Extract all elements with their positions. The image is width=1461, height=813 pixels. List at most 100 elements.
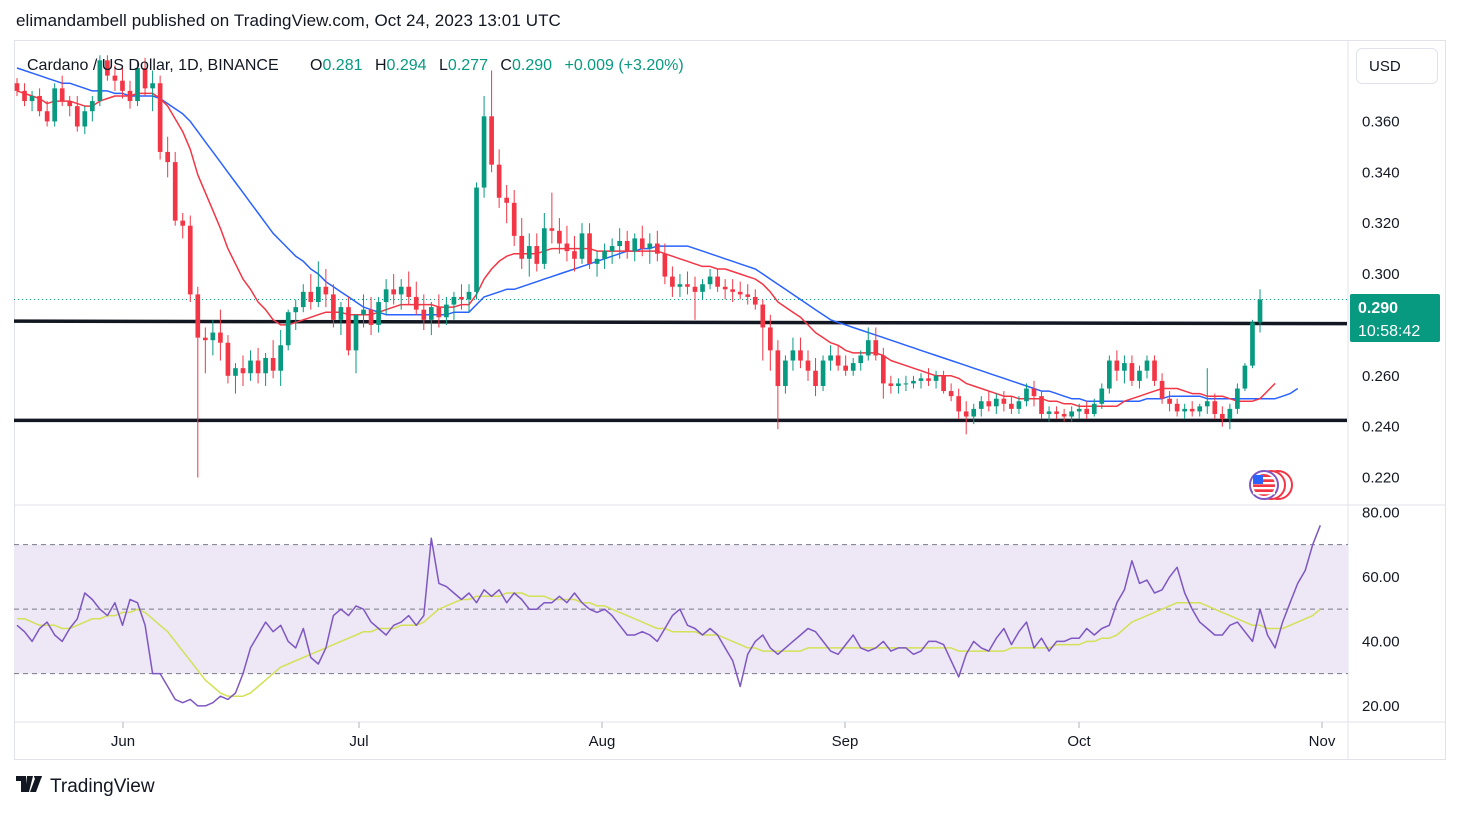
candle-body: [760, 304, 766, 328]
candle-body: [1001, 398, 1007, 404]
candle-body: [466, 291, 472, 300]
candle-body: [29, 95, 35, 102]
candle: [263, 352, 268, 386]
candle: [413, 281, 419, 315]
candle-body: [956, 396, 962, 412]
currency-button[interactable]: USD: [1356, 48, 1438, 84]
price-tick-label: 0.260: [1362, 368, 1400, 385]
candle: [225, 335, 231, 384]
candle: [1122, 355, 1127, 384]
publisher-line: elimandambell published on TradingView.c…: [16, 11, 561, 30]
candle-body: [948, 391, 954, 397]
candle-body: [1084, 408, 1090, 414]
price-tick-label: 0.360: [1362, 113, 1400, 130]
legend-low: 0.277: [448, 57, 488, 74]
candle: [760, 299, 766, 361]
candle-body: [1159, 380, 1165, 399]
candle: [1039, 391, 1044, 420]
candle: [971, 403, 977, 425]
candle-body: [1114, 360, 1120, 371]
candle-body: [639, 238, 645, 249]
candle-body: [880, 355, 886, 384]
candle-body: [240, 368, 246, 374]
candle: [210, 319, 216, 356]
candle-body: [481, 116, 487, 188]
candle: [44, 101, 50, 127]
candle: [624, 230, 630, 259]
candle: [293, 299, 299, 331]
candle-body: [632, 238, 638, 252]
candle: [89, 95, 95, 122]
candle: [549, 192, 555, 244]
candle: [383, 279, 389, 315]
candle-body: [255, 360, 261, 374]
candle-body: [308, 291, 314, 303]
candle: [180, 212, 186, 239]
candle: [926, 368, 931, 386]
candle-body: [865, 340, 871, 356]
candle-body: [225, 342, 231, 376]
candle-body: [1076, 408, 1082, 412]
candle-body: [150, 83, 155, 89]
candle: [1031, 380, 1037, 407]
candle-body: [1061, 413, 1067, 417]
candle: [105, 55, 110, 81]
candle-body: [1212, 401, 1218, 414]
candle: [59, 75, 65, 107]
candle: [903, 375, 909, 392]
candle-body: [421, 309, 427, 320]
candle: [1024, 383, 1029, 407]
candle-body: [767, 327, 773, 351]
candle: [767, 314, 773, 371]
candle-body: [413, 296, 419, 310]
candle: [1197, 403, 1203, 417]
candle-body: [172, 162, 178, 221]
candle: [353, 314, 359, 374]
candle-body: [1099, 388, 1105, 404]
candle: [150, 70, 155, 112]
candle-body: [1174, 403, 1180, 412]
price-tick-label: 0.220: [1362, 470, 1400, 487]
candle-body: [828, 355, 833, 361]
rsi-lines: [16, 525, 1321, 707]
candle: [572, 235, 577, 272]
us-flag-events-icon: [1249, 470, 1293, 500]
candle-body: [971, 408, 977, 417]
candle: [127, 80, 133, 109]
candle-body: [135, 67, 140, 102]
candle: [67, 95, 73, 117]
candle-body: [293, 307, 299, 313]
footer-brand[interactable]: TradingView: [16, 772, 155, 798]
candle: [22, 83, 27, 107]
candle-body: [926, 378, 931, 381]
candle-body: [1182, 408, 1188, 412]
candle: [617, 228, 623, 259]
candle-body: [368, 309, 374, 325]
legend-open: 0.281: [322, 57, 362, 74]
candle: [850, 357, 856, 376]
candle-body: [1129, 363, 1135, 381]
time-tick-label: Jul: [349, 733, 368, 750]
candle-body: [112, 75, 118, 81]
candle-body: [662, 253, 668, 277]
candle: [481, 95, 487, 198]
candle-body: [1046, 411, 1052, 414]
chart-frame: [14, 40, 1446, 760]
candle: [911, 375, 916, 389]
candle: [1001, 391, 1007, 412]
candle-body: [315, 286, 321, 303]
candle-body: [700, 284, 705, 292]
axes: 0.3800.3600.3400.3200.3000.2600.2400.220…: [111, 63, 1400, 750]
time-tick-label: Jun: [111, 733, 135, 750]
candle: [52, 83, 58, 127]
candle-body: [685, 284, 690, 287]
candle-body: [557, 230, 562, 244]
candle-body: [489, 116, 494, 165]
candle: [1174, 398, 1180, 417]
candle: [730, 279, 736, 303]
candle: [534, 233, 540, 272]
candle: [632, 233, 638, 262]
candle: [978, 396, 984, 417]
candle-body: [127, 90, 133, 102]
